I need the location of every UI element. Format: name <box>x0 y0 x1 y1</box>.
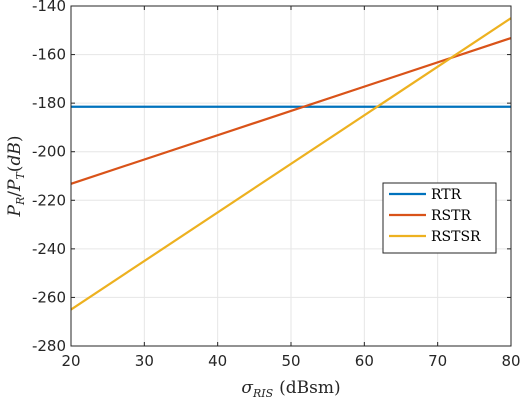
x-tick-label: 30 <box>135 352 154 370</box>
legend: RTR RSTR RSTSR <box>382 182 497 254</box>
legend-label-rstsr: RSTSR <box>431 229 481 245</box>
y-tick-label: -140 <box>32 0 66 15</box>
ticks: 20 30 40 50 60 70 80 -140 -160 -180 -200 -220 -240 -2… <box>32 0 521 370</box>
x-tick-label: 50 <box>281 352 300 370</box>
x-tick-label: 80 <box>501 352 520 370</box>
x-tick-label: 20 <box>61 352 80 370</box>
series-group <box>70 17 512 311</box>
x-tick-label: 40 <box>208 352 227 370</box>
x-tick-label: 60 <box>355 352 374 370</box>
y-tick-label: -240 <box>32 240 66 258</box>
y-tick-label: -220 <box>32 191 66 209</box>
y-tick-label: -180 <box>32 94 66 112</box>
series-line-rstsr <box>70 17 512 311</box>
legend-label-rtr: RTR <box>431 187 462 203</box>
x-axis-label: σRIS (dBsm) <box>241 378 340 400</box>
y-tick-label: -260 <box>32 288 66 306</box>
y-tick-label: -280 <box>32 337 66 355</box>
legend-label-rstr: RSTR <box>431 208 471 224</box>
y-tick-label: -200 <box>32 143 66 161</box>
x-tick-label: 70 <box>428 352 447 370</box>
y-axis-label: PR/PT(dB) <box>5 136 27 218</box>
series-line-rstr <box>70 37 512 185</box>
y-tick-label: -160 <box>32 46 66 64</box>
